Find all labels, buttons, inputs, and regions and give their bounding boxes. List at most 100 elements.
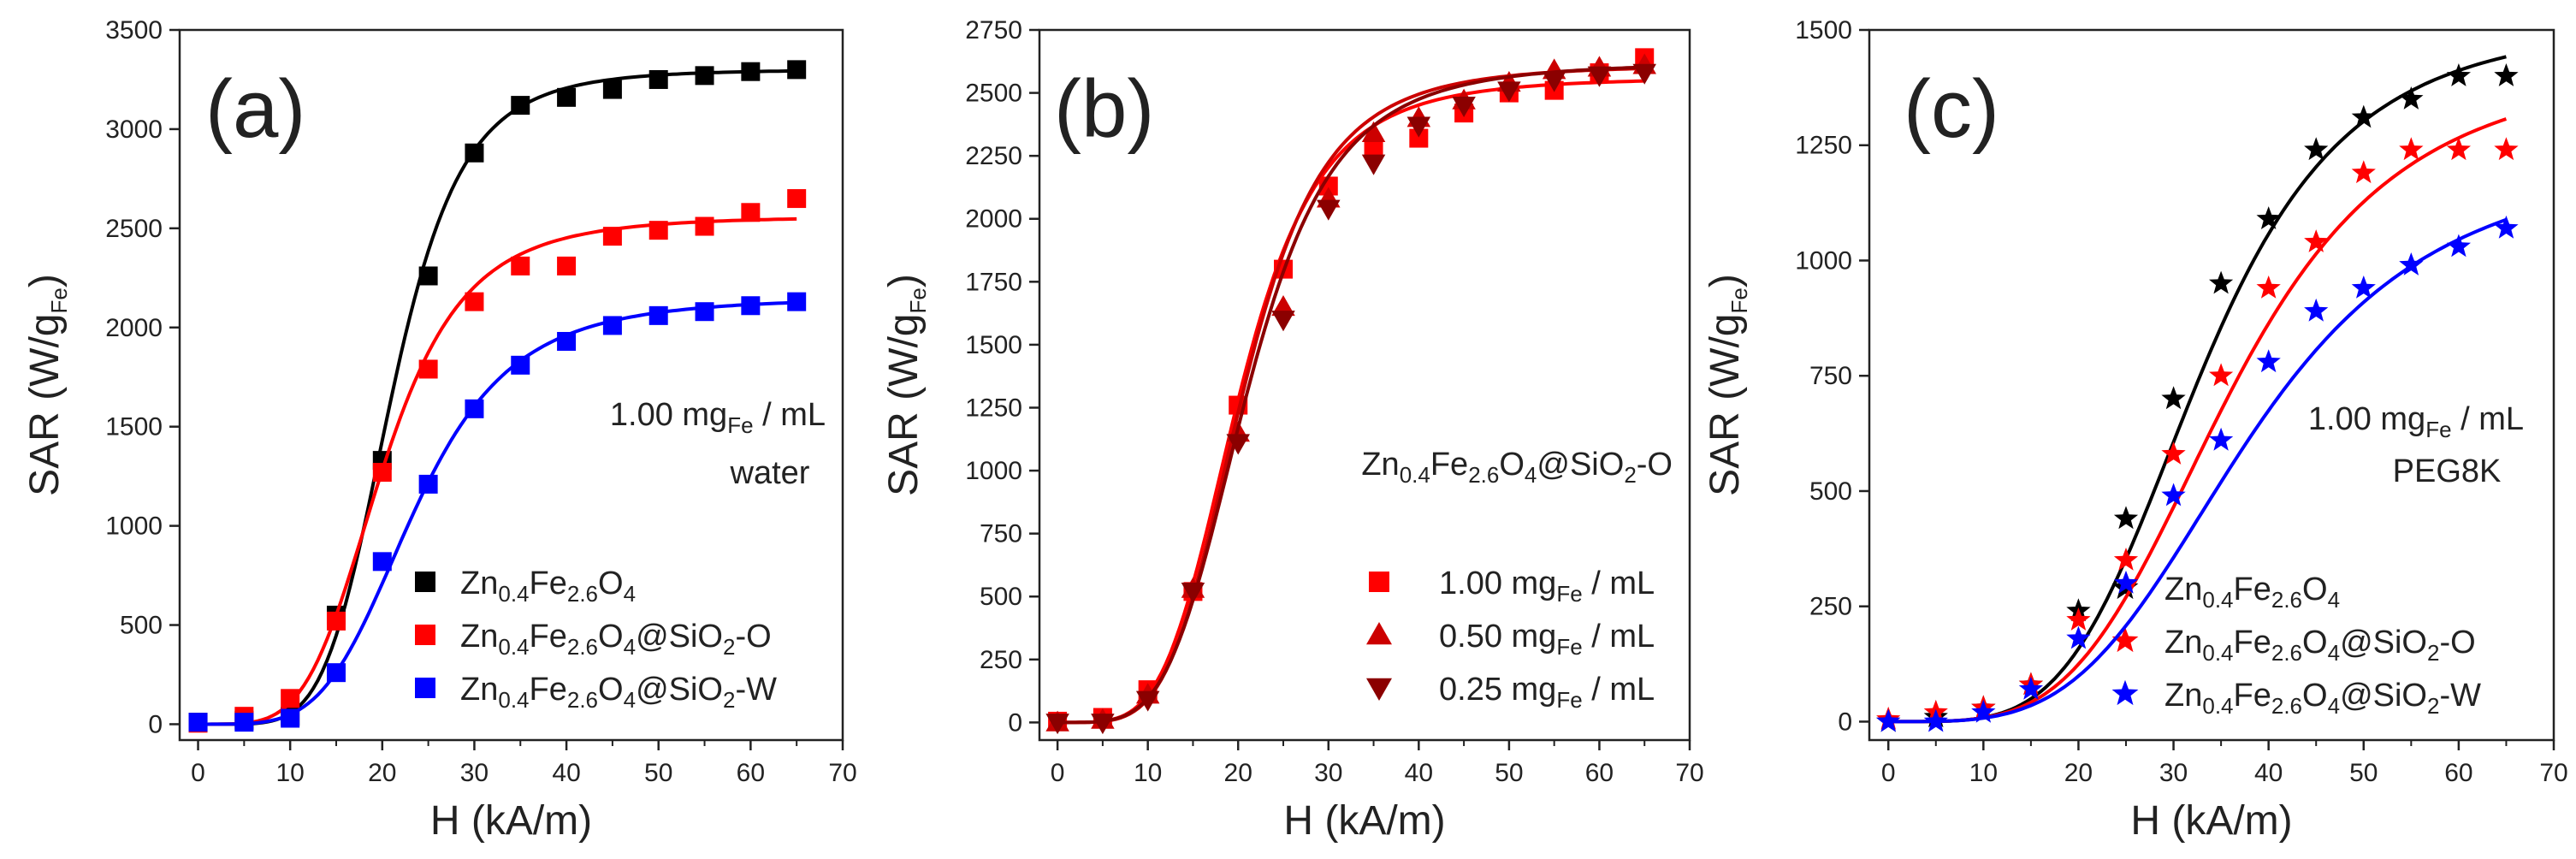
data-point-series-2 — [1361, 121, 1386, 142]
data-point-series-3 — [2494, 215, 2519, 239]
data-point-series-2 — [2399, 137, 2424, 161]
data-point-series-1 — [557, 87, 577, 107]
x-tick-label: 20 — [2064, 759, 2093, 787]
data-point-series-3 — [1452, 96, 1476, 118]
x-tick-label: 60 — [2444, 759, 2472, 787]
text-run: / mL — [1583, 566, 1655, 601]
legend-marker — [2111, 679, 2139, 706]
data-point-series-3 — [1923, 708, 1948, 732]
data-point-series-3 — [648, 305, 668, 325]
y-tick-label: 2000 — [105, 314, 163, 342]
y-tick-label: 1000 — [1795, 246, 1852, 275]
data-point-series-2 — [602, 227, 622, 246]
data-point-series-3 — [1135, 690, 1160, 712]
data-point-series-1 — [648, 69, 668, 89]
legend-label: Zn0.4Fe2.6O4@SiO2-O — [2164, 625, 2476, 666]
data-point-series-1 — [2113, 506, 2139, 530]
y-axis-title-sub: Fe — [905, 287, 931, 313]
data-point-series-1 — [2494, 63, 2519, 86]
subscript-text: 4 — [624, 687, 636, 713]
annotation-text: PEG8K — [2393, 453, 2502, 489]
data-point-series-1 — [465, 143, 484, 163]
chart-panel-3: 0 10 20 30 40 50 60 70 0 250 500 750 1000 1250 1500 H (… — [1703, 16, 2568, 844]
subscript-text: Fe — [1556, 687, 1582, 713]
data-point-series-2 — [2256, 275, 2281, 299]
text-run: Zn — [460, 566, 498, 601]
data-point-series-3 — [1876, 708, 1901, 732]
subscript-text: Fe — [727, 412, 753, 438]
text-run: Fe — [2234, 572, 2271, 607]
y-axis-title: SAR (W/gFe) — [22, 274, 72, 496]
x-tick-label: 20 — [1224, 759, 1252, 787]
data-point-series-3 — [1632, 63, 1656, 85]
y-axis-title-main: SAR (W/g — [881, 313, 927, 495]
text-run: -W — [735, 672, 777, 708]
y-tick-label: 1250 — [1795, 132, 1852, 160]
annotation-text: 1.00 mgFe / mL — [610, 397, 826, 438]
subscript-text: 0.4 — [498, 581, 529, 607]
y-axis-title: SAR (W/gFe) — [881, 274, 931, 496]
subscript-text: 0.4 — [2202, 693, 2233, 719]
subscript-text: 2.6 — [1468, 462, 1499, 488]
data-point-series-2 — [2113, 548, 2139, 571]
legend-marker — [415, 572, 435, 592]
y-tick-label: 0 — [1838, 708, 1852, 736]
data-point-series-2 — [648, 221, 668, 240]
data-point-series-2 — [2304, 229, 2329, 252]
subscript-text: 4 — [624, 634, 636, 660]
x-axis-title: H (kA/m) — [430, 798, 592, 844]
data-point-series-1 — [695, 66, 714, 86]
legend-marker — [1366, 678, 1392, 701]
legend-label: Zn0.4Fe2.6O4@SiO2-W — [460, 672, 777, 713]
x-tick-label: 70 — [2539, 759, 2567, 787]
legend-marker — [415, 678, 435, 698]
data-point-series-1 — [2351, 104, 2376, 128]
y-axis-title-tail: ) — [1703, 274, 1748, 287]
data-point-series-3 — [465, 399, 484, 418]
text-run: Fe — [530, 566, 567, 601]
text-run: -W — [2439, 678, 2481, 714]
data-point-series-3 — [511, 355, 530, 375]
data-point-series-3 — [2399, 252, 2424, 275]
x-tick-label: 30 — [2159, 759, 2188, 787]
data-point-series-3 — [2304, 298, 2329, 322]
text-run: -O — [1637, 447, 1673, 483]
data-point-series-2 — [2494, 137, 2519, 161]
x-tick-label: 70 — [828, 759, 856, 787]
subscript-text: 4 — [2328, 693, 2340, 719]
chart-panel-2: 0 10 20 30 40 50 60 70 0 250 500 750 1000 1250 1500 175… — [881, 16, 1704, 844]
data-point-series-3 — [1091, 714, 1115, 735]
subscript-text: 4 — [624, 581, 636, 607]
y-tick-label: 500 — [980, 583, 1022, 611]
legend-label: Zn0.4Fe2.6O4@SiO2-W — [2164, 678, 2481, 719]
text-run: O — [2302, 572, 2328, 607]
data-point-series-3 — [2018, 676, 2043, 700]
fit-curve-series-3 — [1888, 217, 2508, 724]
y-tick-label: 2000 — [965, 205, 1022, 234]
data-point-series-2 — [2209, 363, 2234, 387]
subscript-text: 4 — [2328, 640, 2340, 666]
data-point-series-2 — [1271, 295, 1295, 317]
text-run: Fe — [1430, 447, 1468, 483]
text-run: @SiO — [636, 619, 723, 655]
plot-frame — [1038, 28, 1691, 742]
data-point-series-2 — [2351, 160, 2376, 184]
data-point-series-3 — [2113, 570, 2139, 594]
data-point-series-3 — [2351, 275, 2376, 299]
data-point-series-1 — [511, 96, 530, 116]
subscript-text: 2 — [2427, 693, 2439, 719]
subscript-text: 2 — [723, 634, 735, 660]
y-tick-label: 500 — [120, 612, 163, 640]
text-run: -O — [2439, 625, 2475, 661]
legend-label: 0.50 mgFe / mL — [1439, 619, 1655, 660]
text-run: -O — [735, 619, 771, 655]
data-point-series-3 — [787, 292, 807, 311]
subscript-text: 2 — [1624, 462, 1636, 488]
subscript-text: Fe — [1556, 581, 1582, 607]
y-tick-label: 1500 — [965, 331, 1022, 359]
x-tick-label: 50 — [1495, 759, 1523, 787]
data-point-series-1 — [2304, 137, 2329, 161]
y-tick-label: 2250 — [965, 142, 1022, 170]
data-point-series-3 — [1971, 699, 1996, 723]
